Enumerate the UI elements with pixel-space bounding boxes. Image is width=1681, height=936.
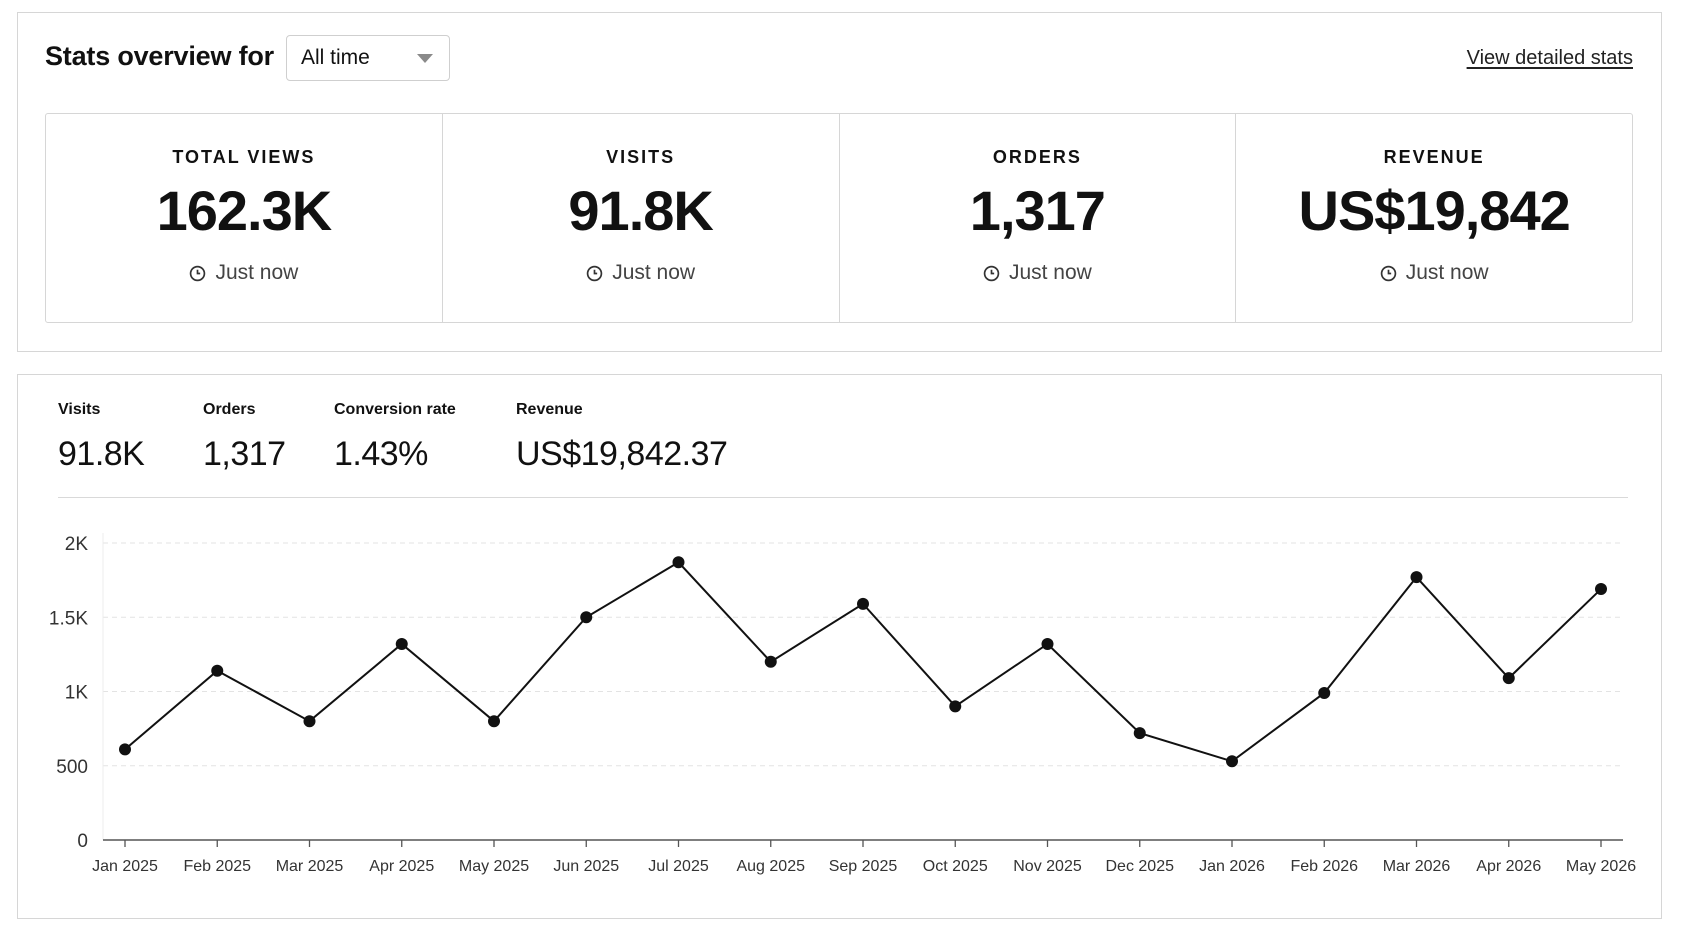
chevron-down-icon [417,54,433,63]
data-point [1318,686,1331,699]
data-point [488,715,500,728]
metric-label: Orders [203,401,256,418]
stat-value: US$19,842 [1298,179,1571,242]
data-point [857,597,869,610]
data-point [580,611,593,624]
stat-value: 162.3K [156,179,333,242]
x-tick-label: Dec 2025 [1106,858,1175,875]
data-point [211,664,224,677]
stat-updated: Just now [586,261,695,285]
x-tick-label: Jan 2025 [92,858,158,875]
stat-updated-text: Just now [612,261,696,284]
x-tick-label: May 2026 [1566,858,1636,875]
x-tick-label: Apr 2026 [1476,858,1541,875]
stat-updated: Just now [1380,261,1489,285]
stat-label: REVENUE [1383,147,1485,167]
stat-updated-text: Just now [1405,261,1489,284]
metric-value: 1.43% [334,435,428,473]
x-tick-label: Jan 2026 [1199,858,1265,875]
stat-card-total-views: TOTAL VIEWS 162.3K Just now [46,114,443,322]
stat-updated-text: Just now [215,261,299,284]
x-tick-label: Oct 2025 [923,858,988,875]
metric-label: Revenue [516,401,583,418]
data-point [1595,583,1607,596]
x-tick-label: Feb 2026 [1290,858,1358,875]
clock-icon [586,265,603,281]
data-point [303,715,316,728]
y-tick-label: 500 [56,757,88,778]
view-detailed-stats-link[interactable]: View detailed stats [1466,47,1633,69]
metric-value: US$19,842.37 [516,435,728,473]
x-tick-label: Mar 2025 [276,858,344,875]
x-tick-label: Jun 2025 [553,858,619,875]
stats-overview-card: Stats overview for All time View detaile… [17,12,1662,352]
data-point [1410,571,1423,584]
y-tick-label: 2K [65,534,89,555]
visits-line-chart: 0 500 1K 1.5K 2K Jan 2025 Feb 2025 Mar 2025 Apr … [49,533,1636,875]
metric-value: 91.8K [58,435,145,473]
x-tick-label: Feb 2025 [183,858,251,875]
stat-updated: Just now [189,261,298,285]
y-tick-label: 1K [65,683,89,704]
data-point [1133,727,1146,740]
x-tick-label: Aug 2025 [736,858,805,875]
visits-chart-card: Visits 91.8K Orders 1,317 Conversion rat… [17,374,1662,919]
data-point [764,655,777,668]
metric-label: Conversion rate [334,401,456,418]
clock-icon [190,265,206,281]
data-point [119,743,131,756]
page-title: Stats overview for [45,41,274,71]
x-tick-label: Nov 2025 [1013,858,1082,875]
metric-value: 1,317 [203,435,286,473]
clock-icon [1380,265,1396,281]
x-tick-label: Mar 2026 [1383,858,1451,875]
data-point [1502,672,1515,685]
stat-card-visits: VISITS 91.8K Just now [443,114,840,322]
x-tick-label: Sep 2025 [829,858,898,875]
stat-card-revenue: REVENUE US$19,842 Just now [1236,114,1632,322]
series-line [124,561,1602,763]
data-point [1226,755,1238,768]
stat-value: 1,317 [969,179,1106,242]
x-tick-label: May 2025 [459,858,529,875]
period-dropdown[interactable]: All time [286,35,450,81]
period-selected-value: All time [301,46,370,69]
stat-cards: TOTAL VIEWS 162.3K Just now VISITS 91.8K… [45,113,1633,323]
y-tick-label: 1.5K [49,608,88,629]
x-tick-label: Apr 2025 [369,858,434,875]
stat-updated: Just now [983,261,1092,285]
stat-label: ORDERS [992,147,1082,167]
stat-value: 91.8K [568,179,713,242]
divider [58,497,1628,498]
data-point [672,556,685,569]
y-tick-label: 0 [77,831,88,852]
x-tick-label: Jul 2025 [648,858,709,875]
stat-label: TOTAL VIEWS [172,147,316,167]
stat-updated-text: Just now [1008,261,1092,284]
data-point [395,637,408,650]
metric-visits[interactable]: Visits 91.8K [58,401,145,474]
data-point [949,700,962,713]
metric-revenue[interactable]: Revenue US$19,842.37 [516,401,728,474]
metric-conversion-rate[interactable]: Conversion rate 1.43% [334,401,456,474]
metric-label: Visits [58,401,101,418]
stat-card-orders: ORDERS 1,317 Just now [840,114,1237,322]
data-point [1041,637,1054,650]
stat-label: VISITS [606,147,676,167]
clock-icon [983,265,1000,281]
metric-orders[interactable]: Orders 1,317 [203,401,286,474]
